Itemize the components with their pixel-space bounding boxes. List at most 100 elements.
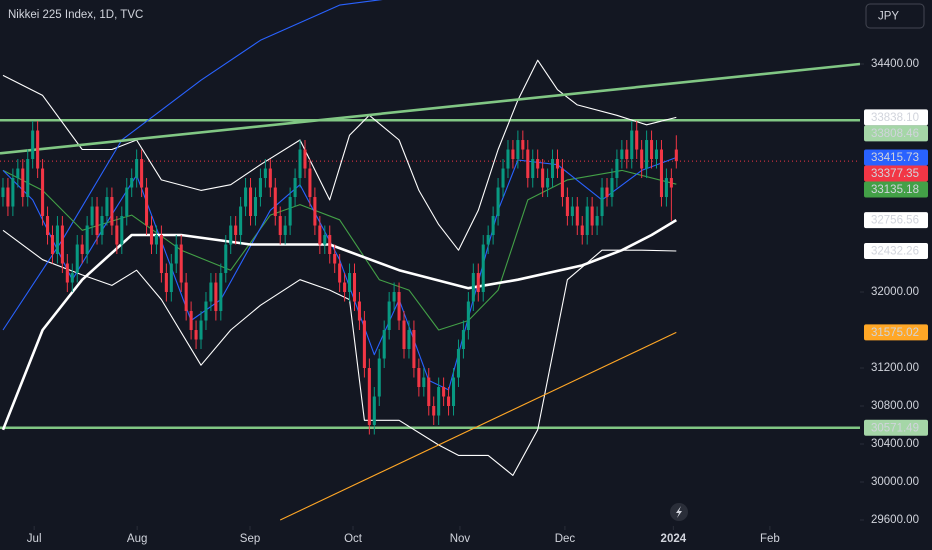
candle-body [194,330,198,340]
candle-body [244,187,248,207]
y-tick-label: 32000.00 [871,286,919,298]
x-tick-label: Sep [240,533,260,545]
candle-body [402,320,406,350]
candle-body [85,225,89,255]
x-tick-label: Feb [760,533,780,545]
candle-body [130,178,134,188]
icon-bolt[interactable] [676,506,682,518]
candle-body [590,206,594,226]
candle-body [432,406,436,416]
candle-body [313,197,317,226]
candle-body [6,187,10,207]
candle-body [145,187,149,226]
candle-body [511,149,515,160]
candle-body [382,330,386,359]
price-label-box [864,125,928,142]
candle-body [640,149,644,169]
candle-body [610,178,614,198]
candle-body [283,225,287,236]
candle-body [560,168,564,198]
candle-body [669,178,673,188]
price-label-box [864,242,928,259]
candle-body [189,311,193,331]
candle-body [125,187,129,217]
candle-body [65,263,69,283]
candle-body [338,263,342,283]
candle-body [546,178,550,188]
candle-body [521,140,525,150]
candle-body [605,187,609,198]
candle-body [328,235,332,255]
candle-body [526,149,530,179]
candle-body [422,377,426,388]
candle-body [26,159,30,198]
y-tick-label: 30800.00 [871,400,919,412]
price-label: 33377.35 [871,168,919,180]
candle-body [447,396,451,407]
candle-body [50,235,55,255]
candle-body [516,140,520,160]
candle-body [427,377,431,407]
indicator-line [279,331,677,521]
price-label: 30571.49 [871,422,919,434]
candle-body [80,244,84,255]
candle-body [541,168,545,188]
candle-body [214,282,218,312]
candle-body [209,282,213,302]
candle-body [140,159,144,188]
candle-body [95,206,99,236]
candle-body [620,149,624,160]
candle-body [179,244,183,283]
candle-body [437,387,441,416]
x-tick-label: Oct [344,533,363,545]
candle-body [154,235,158,245]
indicator-line [2,156,677,391]
price-label: 33838.10 [871,112,919,124]
price-label-box [864,181,928,198]
candle-body [174,244,178,264]
candle-body [1,187,5,198]
candle-body [456,349,461,378]
candle-body [466,301,470,331]
price-label: 33135.18 [871,184,919,196]
candle-body [239,206,243,236]
indicator-line [0,62,860,155]
x-tick-label: Jul [27,533,42,545]
candle-body [615,159,619,179]
candle-body [60,225,64,264]
candle-body [585,206,589,236]
chart-title: Nikkei 225 Index, 1D, TVC [8,9,143,21]
candle-body [367,368,371,426]
candle-body [100,216,104,236]
currency[interactable]: JPY [878,11,899,23]
candle-body [496,187,500,217]
candle-body [551,159,555,179]
candle-body [293,178,297,198]
indicator-line [2,59,677,251]
candle-body [580,225,584,236]
candle-body [565,197,569,217]
candle-body [70,273,74,283]
candle-body [674,149,678,162]
candle-body [229,225,233,245]
candle-body [387,301,391,331]
indicator-line [2,169,677,331]
candle-body [45,216,50,236]
candle-body [16,168,20,179]
candle-body [600,187,604,217]
candle-body [41,168,45,217]
candle-body [323,235,327,245]
candle-body [184,282,188,312]
x-tick-label: Dec [555,533,576,545]
price-label-box [864,109,928,126]
time-icon[interactable] [670,503,688,521]
candle-body [234,225,238,236]
candle-body [149,225,154,245]
candle-body [248,187,253,217]
price-label-box [864,324,928,341]
candle-body [451,377,456,407]
currency-box[interactable] [865,3,925,29]
candle-body [461,330,465,350]
candle-body [258,178,262,198]
